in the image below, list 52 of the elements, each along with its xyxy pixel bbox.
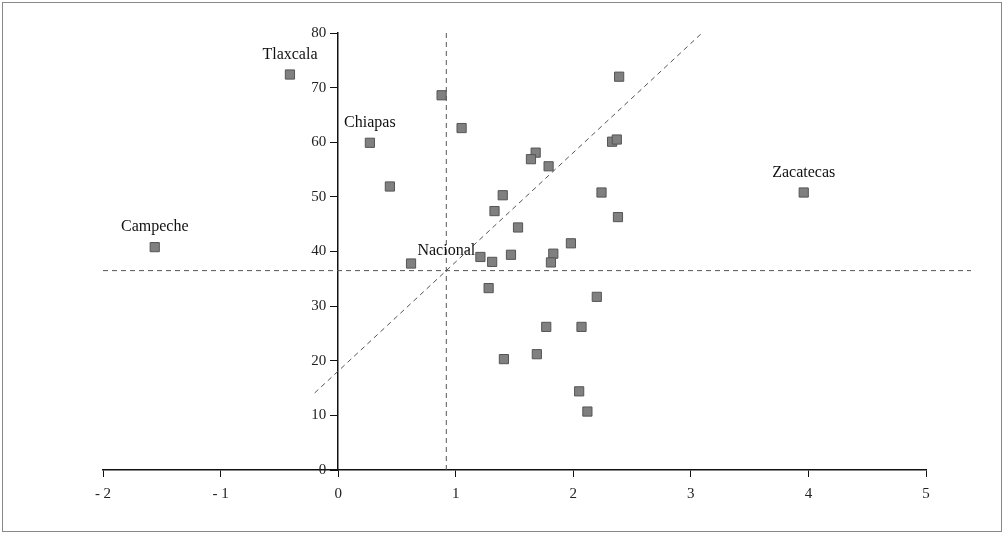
annotation: Campeche: [120, 217, 189, 236]
point: [611, 134, 622, 145]
point: [436, 90, 447, 101]
point: [487, 256, 498, 267]
point: [614, 71, 625, 82]
point: [541, 321, 552, 332]
y-tick-label: 30: [311, 297, 327, 314]
point: [612, 211, 624, 223]
y-tick-label: 40: [311, 242, 327, 259]
y-tick-label: 10: [311, 406, 327, 423]
y-tick-label: 20: [311, 351, 327, 368]
point: [149, 242, 160, 253]
point: [548, 248, 559, 259]
point: [489, 205, 500, 217]
point: [498, 354, 510, 365]
y-tick-label: 70: [311, 78, 327, 95]
x-tick-label: - 1: [212, 484, 229, 501]
point: [505, 249, 517, 260]
point: [405, 258, 417, 269]
x-tick-label: 2: [569, 484, 578, 501]
point: [543, 161, 554, 172]
point: [576, 321, 587, 332]
point: [364, 137, 375, 148]
point: [475, 251, 486, 263]
x-tick-label: 4: [804, 484, 813, 501]
y-tick-label: 60: [311, 133, 327, 150]
point: [591, 291, 602, 302]
x-tick-label: - 2: [94, 484, 112, 501]
point: [531, 349, 542, 360]
point: [512, 222, 524, 233]
point: [545, 257, 557, 268]
point: [284, 69, 296, 80]
point: [384, 181, 395, 192]
point: [525, 154, 537, 165]
point: [497, 190, 508, 201]
point: [798, 187, 809, 198]
x-tick-label: 3: [687, 484, 695, 501]
y-tick-label: 80: [311, 23, 327, 40]
annotation: Tlaxcala: [262, 44, 318, 62]
x-tick-label: 0: [334, 484, 342, 501]
point: [574, 386, 585, 397]
annotation: Chiapas: [344, 113, 396, 131]
x-tick-label: 1: [451, 484, 460, 501]
point: [565, 238, 577, 249]
x-tick-label: 5: [922, 484, 930, 501]
annotation: Nacional: [417, 240, 476, 258]
point: [483, 283, 494, 294]
point: [582, 406, 593, 417]
y-tick-label: 50: [311, 187, 327, 204]
annotation: Zacatecas: [772, 162, 836, 180]
point: [456, 122, 467, 134]
point: [596, 187, 607, 198]
